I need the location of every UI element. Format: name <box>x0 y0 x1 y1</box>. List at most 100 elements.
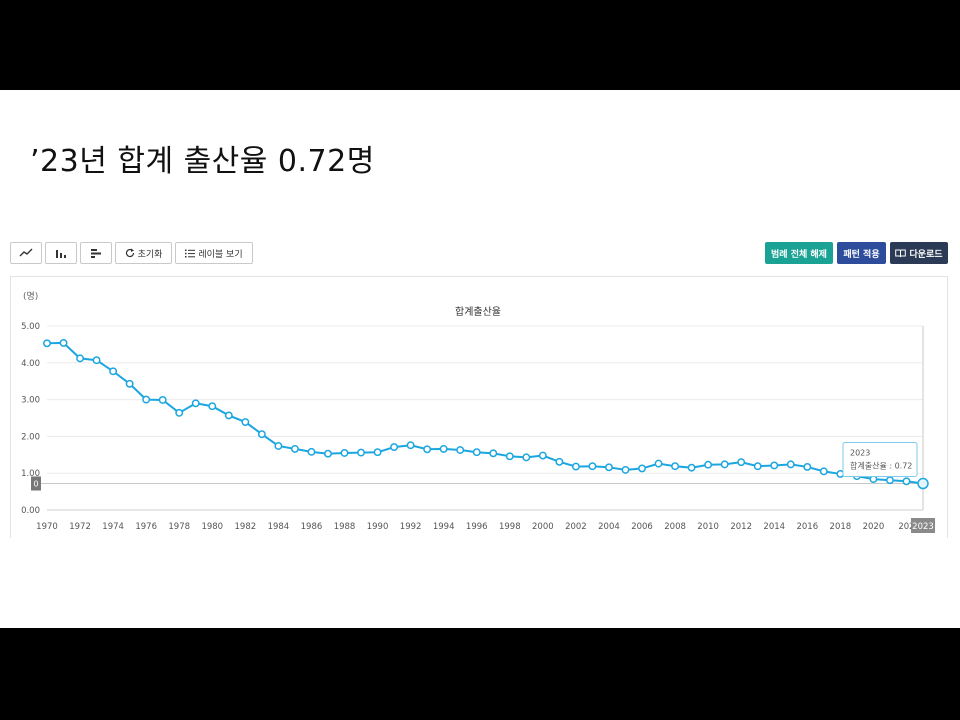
x-tick-label: 1982 <box>235 522 257 532</box>
y-tick-label: 1.00 <box>21 469 40 479</box>
x-tick-label: 1986 <box>301 522 323 532</box>
crosshair-y-badge <box>31 476 41 491</box>
x-tick-label: 2018 <box>830 522 852 532</box>
data-point <box>819 467 828 476</box>
x-tick-label: 1994 <box>433 522 455 532</box>
y-tick-label: 3.00 <box>21 396 40 406</box>
data-point <box>340 449 349 457</box>
x-tick-label: 1996 <box>466 522 488 532</box>
data-point <box>538 451 547 460</box>
data-point <box>92 356 101 365</box>
refresh-icon <box>125 248 134 258</box>
data-point <box>489 449 498 458</box>
data-point <box>621 465 630 474</box>
legend-clear-button[interactable]: 범례 전체 해제 <box>765 242 833 264</box>
data-point <box>902 477 911 486</box>
x-tick-label: 2004 <box>598 522 620 532</box>
x-tick-label: 1984 <box>268 522 290 532</box>
horizontal-bar-chart-button[interactable] <box>80 242 112 264</box>
data-point <box>786 460 795 469</box>
data-point <box>241 418 250 426</box>
x-tick-label: 1988 <box>334 522 356 532</box>
reset-button[interactable]: 초기화 <box>115 242 172 264</box>
line-chart-button[interactable] <box>10 242 42 264</box>
legend-clear-label: 범례 전체 해제 <box>771 249 827 260</box>
label-view-button[interactable]: 레이블 보기 <box>175 242 253 264</box>
x-tick-label: 2000 <box>532 522 554 532</box>
data-point <box>704 460 713 469</box>
label-view-label: 레이블 보기 <box>198 249 243 260</box>
data-point <box>522 453 531 462</box>
x-tick-label: 2010 <box>697 522 719 532</box>
x-tick-label: 1972 <box>69 522 91 532</box>
data-point <box>43 339 51 348</box>
x-tick-label: 1992 <box>400 522 422 532</box>
slide: ’23년 합계 출산율 0.72명 <box>0 90 960 628</box>
x-tick-label: 2020 <box>863 522 885 532</box>
tooltip-year: 2023 <box>850 449 870 458</box>
data-point <box>357 448 365 457</box>
data-point <box>59 338 68 347</box>
data-point <box>472 448 481 457</box>
pattern-label: 패턴 적용 <box>843 249 880 260</box>
chart-toolbar: 초기화 레이블 보기 범례 전체 해제 패턴 적용 다운로드 <box>10 242 950 266</box>
data-point <box>274 442 283 450</box>
data-point <box>257 430 266 439</box>
data-point <box>224 411 233 420</box>
x-tick-label: 2002 <box>565 522 587 532</box>
data-point <box>917 477 929 490</box>
data-point <box>737 458 746 467</box>
bar-chart-button[interactable] <box>45 242 77 264</box>
x-tick-label: 1970 <box>36 522 58 532</box>
data-point <box>142 395 151 404</box>
download-label: 다운로드 <box>909 249 943 260</box>
data-point <box>290 444 299 453</box>
data-point <box>307 447 316 456</box>
data-point <box>638 464 646 473</box>
slide-title: ’23년 합계 출산율 0.72명 <box>30 144 375 179</box>
pattern-button[interactable]: 패턴 적용 <box>837 242 886 264</box>
data-point <box>175 408 184 417</box>
crosshair-y-value: 0 <box>33 480 38 489</box>
data-point <box>505 452 514 461</box>
data-point <box>208 402 217 411</box>
list-icon <box>185 249 196 257</box>
data-point <box>753 462 762 471</box>
horizontal-bar-chart-icon <box>91 248 101 258</box>
data-point <box>390 443 399 452</box>
data-point <box>885 476 894 485</box>
data-point <box>720 460 729 469</box>
data-point <box>406 441 415 450</box>
x-tick-label: 2006 <box>631 522 653 532</box>
x-tick-label: 1974 <box>102 522 124 532</box>
data-point <box>671 462 680 471</box>
y-tick-label: 5.00 <box>21 322 40 332</box>
line-chart-icon <box>19 248 33 257</box>
data-point <box>125 379 134 388</box>
data-point <box>109 367 118 376</box>
x-tick-label: 1998 <box>499 522 521 532</box>
data-point <box>555 457 564 466</box>
tooltip-value: 합계출산율 : 0.72 <box>850 461 912 471</box>
data-point <box>770 461 779 470</box>
download-button[interactable]: 다운로드 <box>890 242 948 264</box>
x-tick-label: 1980 <box>201 522 223 532</box>
x-highlight-label: 2023 <box>912 522 934 532</box>
x-tick-label: 1978 <box>168 522 190 532</box>
y-tick-label: 4.00 <box>21 359 40 369</box>
data-point <box>605 463 613 472</box>
x-highlight-box <box>911 518 935 533</box>
data-point <box>571 462 580 471</box>
x-tick-label: 202 <box>898 522 914 532</box>
chart-svg: (명) 합계출산율 0.00 1.00 2.00 3.00 4.00 5.00 1970 1972… <box>21 291 935 533</box>
y-tick-label: 0.00 <box>21 506 40 516</box>
bar-chart-icon <box>56 249 66 258</box>
data-point <box>76 354 85 363</box>
data-point <box>191 399 200 408</box>
x-tick-label: 2012 <box>730 522 752 532</box>
data-point <box>654 459 663 468</box>
y-axis-label: (명) <box>23 291 38 302</box>
book-icon <box>895 249 907 257</box>
x-tick-label: 2014 <box>763 522 785 532</box>
data-point <box>687 463 696 472</box>
